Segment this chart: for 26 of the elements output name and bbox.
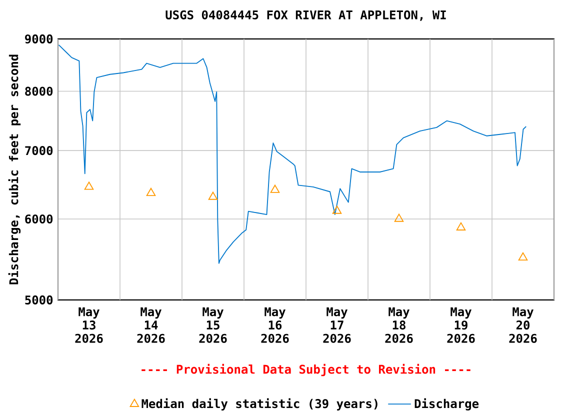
x-tick-label: May 17 2026	[323, 307, 351, 343]
chart-title: USGS 04084445 FOX RIVER AT APPLETON, WI	[166, 10, 446, 21]
point	[332, 206, 342, 214]
point	[84, 181, 94, 190]
point	[456, 222, 466, 230]
y-tick-label: 9000	[25, 34, 53, 44]
point	[208, 192, 218, 200]
x-tick-label: May 18 2026	[385, 307, 413, 343]
y-tick-label: 6000	[25, 214, 53, 224]
y-tick-label: 7000	[25, 146, 53, 155]
x-tick-label: May 14 2026	[137, 307, 165, 343]
point	[518, 252, 528, 260]
point	[270, 184, 280, 193]
text: ---- Provisional Data Subject to Revision ----	[142, 364, 470, 376]
point	[394, 214, 404, 222]
x-tick-label: May 19 2026	[447, 307, 475, 343]
legend-label: Discharge	[414, 398, 479, 410]
legend-label: Median daily statistic (39 years)	[142, 398, 378, 410]
point	[146, 188, 156, 196]
y-axis-title: Discharge, cubic feet per second	[8, 54, 21, 284]
x-tick-label: May 16 2026	[261, 307, 289, 343]
y-tick-label: 5000	[25, 295, 53, 304]
x-tick-label: May 20 2026	[509, 307, 537, 343]
x-tick-label: May 15 2026	[199, 307, 227, 343]
y-tick-label: 8000	[25, 86, 53, 96]
x-tick-label: May 13 2026	[75, 307, 103, 343]
